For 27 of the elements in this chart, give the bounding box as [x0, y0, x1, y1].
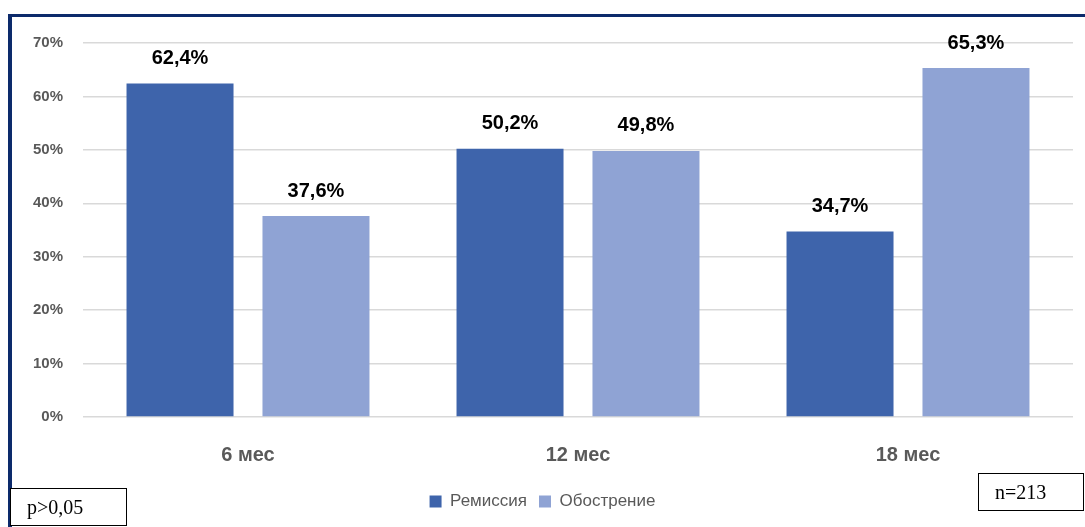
bar	[786, 231, 894, 417]
bar	[262, 216, 370, 417]
bar	[592, 150, 700, 417]
data-label: 62,4%	[151, 46, 209, 69]
y-tick-label: 20%	[32, 300, 63, 318]
y-tick-label: 50%	[32, 140, 63, 157]
data-label: 37,6%	[287, 178, 345, 201]
x-tick-label: 6 мес	[221, 442, 275, 465]
bar	[922, 68, 1030, 417]
data-label: 65,3%	[947, 30, 1005, 53]
bar	[126, 83, 234, 417]
x-tick-label: 18 мес	[875, 442, 941, 465]
note-box: n=213	[978, 473, 1084, 511]
y-tick-label: 60%	[32, 86, 63, 104]
y-tick-label: 30%	[32, 246, 63, 264]
data-label: 34,7%	[811, 194, 869, 217]
y-tick-label: 10%	[32, 353, 63, 371]
note-box: p>0,05	[10, 488, 127, 526]
data-label: 50,2%	[481, 111, 539, 134]
legend-label: Обострение	[559, 491, 656, 511]
x-tick-label: 12 мес	[545, 442, 611, 465]
y-tick-label: 0%	[41, 407, 63, 425]
y-tick-label: 40%	[32, 193, 63, 211]
bar	[456, 148, 564, 417]
legend-label: Ремиссия	[450, 491, 527, 511]
data-label: 49,8%	[617, 113, 675, 136]
y-tick-label: 70%	[32, 33, 63, 51]
